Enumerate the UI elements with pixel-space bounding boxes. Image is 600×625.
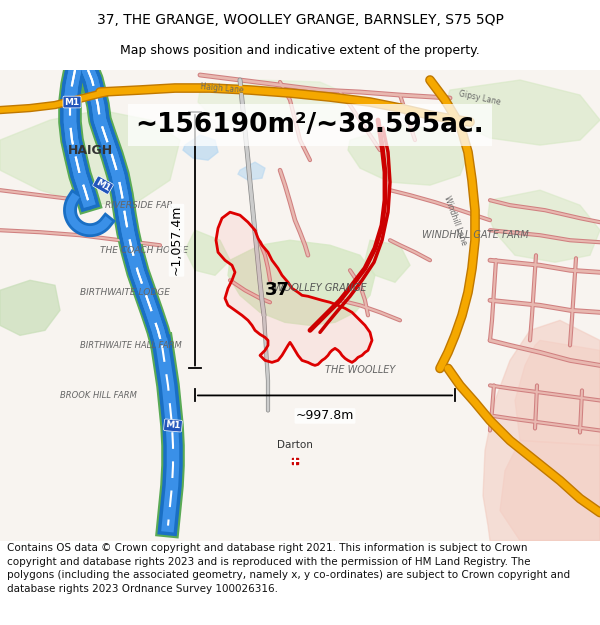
Polygon shape xyxy=(483,321,600,541)
Polygon shape xyxy=(445,80,600,145)
Polygon shape xyxy=(198,80,350,130)
Text: WINDHILL GATE FARM: WINDHILL GATE FARM xyxy=(422,230,529,240)
Text: WOOLLEY GRANGE: WOOLLEY GRANGE xyxy=(274,283,367,293)
Text: ~156190m²/~38.595ac.: ~156190m²/~38.595ac. xyxy=(136,112,484,138)
Text: BROOK HILL FARM: BROOK HILL FARM xyxy=(60,391,137,400)
Text: M1: M1 xyxy=(165,421,181,431)
Text: RIVERSIDE FAR...: RIVERSIDE FAR... xyxy=(105,201,182,209)
Text: Haigh Lane: Haigh Lane xyxy=(200,82,244,94)
Polygon shape xyxy=(515,341,600,446)
Text: Contains OS data © Crown copyright and database right 2021. This information is : Contains OS data © Crown copyright and d… xyxy=(7,543,571,594)
Text: M1: M1 xyxy=(94,177,112,193)
Polygon shape xyxy=(238,162,265,180)
Polygon shape xyxy=(0,280,60,336)
Text: 37, THE GRANGE, WOOLLEY GRANGE, BARNSLEY, S75 5QP: 37, THE GRANGE, WOOLLEY GRANGE, BARNSLEY… xyxy=(97,12,503,27)
Polygon shape xyxy=(185,230,230,275)
Polygon shape xyxy=(0,110,180,205)
Polygon shape xyxy=(183,135,218,160)
Polygon shape xyxy=(348,125,470,185)
Text: Windhill Lane: Windhill Lane xyxy=(442,194,468,246)
Text: Gipsy Lane: Gipsy Lane xyxy=(458,89,502,107)
Text: BIRTHWAITE HALL FARM: BIRTHWAITE HALL FARM xyxy=(80,341,182,350)
Polygon shape xyxy=(488,190,600,262)
Text: THE WOOLLEY: THE WOOLLEY xyxy=(325,366,395,376)
Text: ~997.8m: ~997.8m xyxy=(296,409,354,422)
Text: ~1,057.4m: ~1,057.4m xyxy=(170,205,183,276)
Text: Darton: Darton xyxy=(277,441,313,451)
Text: 37: 37 xyxy=(265,281,290,299)
Text: M1: M1 xyxy=(64,98,80,106)
Text: Map shows position and indicative extent of the property.: Map shows position and indicative extent… xyxy=(120,44,480,57)
Text: BIRTHWAITE LODGE: BIRTHWAITE LODGE xyxy=(80,288,170,297)
Polygon shape xyxy=(365,240,410,282)
Text: THE COACH HOUSE: THE COACH HOUSE xyxy=(100,246,188,255)
Polygon shape xyxy=(216,213,372,366)
Text: HAIGH: HAIGH xyxy=(67,144,113,157)
Polygon shape xyxy=(500,441,600,541)
Polygon shape xyxy=(228,240,375,326)
